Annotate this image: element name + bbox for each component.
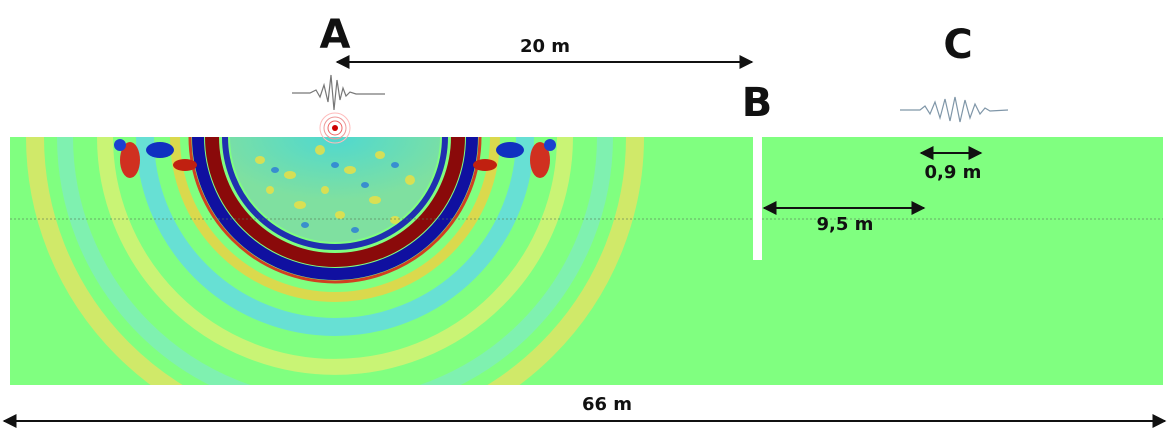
source-icon: [292, 75, 385, 143]
label-a: A: [320, 12, 351, 58]
slot: [753, 137, 762, 260]
label-c: C: [943, 22, 972, 68]
dimension-label: 66 m: [582, 394, 632, 415]
diagram: A B C 20 m 9,5 m 0,9 m 66 m: [0, 0, 1169, 428]
dimension-label: 0,9 m: [925, 162, 982, 183]
dimension-label: 20 m: [520, 36, 570, 57]
dimension-label: 9,5 m: [817, 214, 874, 235]
wave-field: [10, 137, 1163, 428]
label-b: B: [742, 80, 773, 126]
signal-icon: [900, 97, 1008, 122]
